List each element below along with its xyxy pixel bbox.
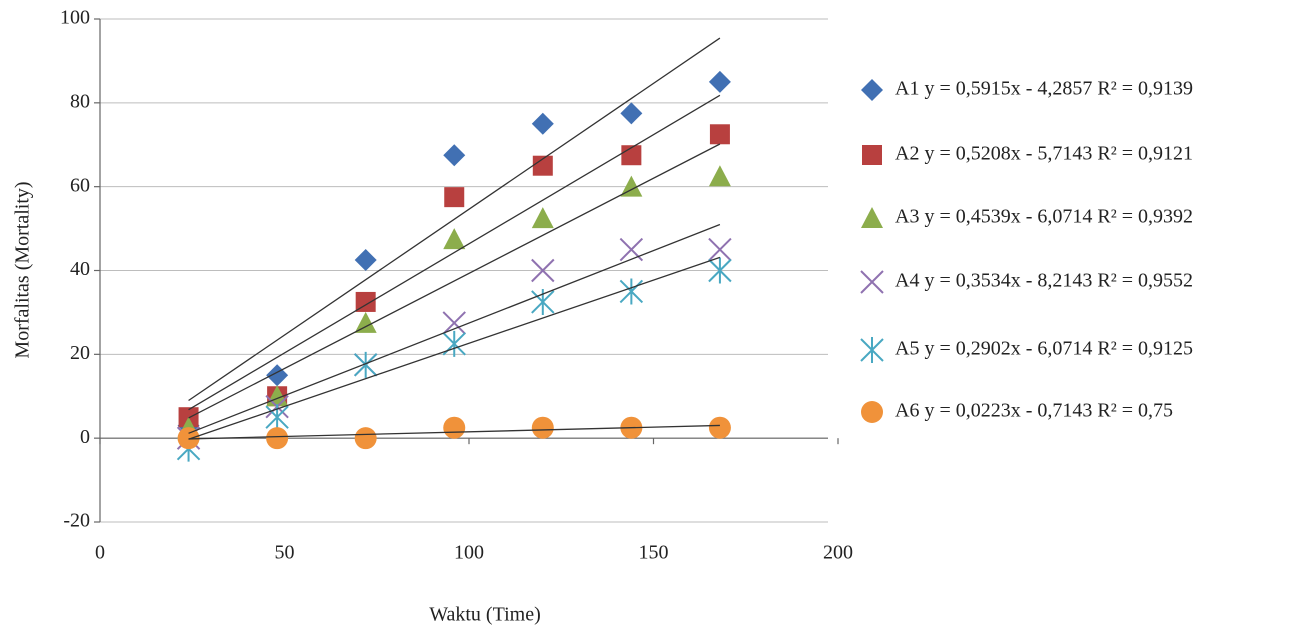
x-tick-label: 200 <box>823 542 853 564</box>
marker-circle <box>531 416 554 439</box>
marker-star <box>531 288 555 315</box>
legend-label: A5 y = 0,2902x - 6,0714 R² = 0,9125 <box>895 338 1193 360</box>
x-axis-label: Waktu (Time) <box>429 604 541 626</box>
y-tick-label: -20 <box>63 510 90 532</box>
marker-diamond <box>620 102 643 125</box>
legend-label: A1 y = 0,5915x - 4,2857 R² = 0,9139 <box>895 78 1193 100</box>
marker-triangle <box>620 175 643 197</box>
y-axis-label: Morfalitas (Mortality) <box>12 181 34 358</box>
marker-cross <box>708 237 732 262</box>
legend: A1 y = 0,5915x - 4,2857 R² = 0,9139 A2 y … <box>860 78 1193 423</box>
legend-label: A2 y = 0,5208x - 5,7143 R² = 0,9121 <box>895 143 1193 165</box>
trend-line <box>188 424 720 440</box>
x-tick-label: 50 <box>275 542 295 564</box>
marker-cross <box>442 311 466 335</box>
marker-triangle <box>354 311 377 333</box>
marker-star <box>619 278 644 305</box>
trend-line <box>188 223 721 434</box>
marker-cross <box>860 270 884 294</box>
marker-circle <box>354 427 377 450</box>
marker-square <box>862 145 882 165</box>
marker-diamond <box>861 79 883 101</box>
y-tick-label: 60 <box>70 174 90 196</box>
marker-diamond <box>443 144 466 167</box>
marker-circle <box>708 416 731 439</box>
marker-star <box>860 337 884 363</box>
y-tick-label: 0 <box>80 426 90 448</box>
marker-circle <box>443 416 466 439</box>
x-tick-label: 0 <box>95 542 105 564</box>
y-tick-label: 20 <box>70 342 90 364</box>
marker-diamond <box>708 70 731 93</box>
marker-square <box>355 291 376 312</box>
marker-triangle <box>531 207 554 229</box>
marker-circle <box>861 401 883 423</box>
marker-star <box>265 404 289 431</box>
marker-diamond <box>531 112 554 135</box>
marker-square <box>709 124 730 145</box>
marker-triangle <box>708 165 731 187</box>
marker-star <box>708 257 732 284</box>
marker-star <box>442 330 466 357</box>
legend-label: A4 y = 0,3534x - 8,2143 R² = 0,9552 <box>895 270 1193 292</box>
trend-line <box>188 143 721 419</box>
marker-star <box>353 351 378 378</box>
marker-triangle <box>443 228 466 250</box>
marker-triangle <box>861 207 883 228</box>
marker-diamond <box>354 249 377 272</box>
trend-line <box>188 37 721 402</box>
trend-line <box>188 94 721 411</box>
marker-square <box>532 155 553 176</box>
y-tick-label: 80 <box>70 90 90 112</box>
marker-circle <box>177 427 200 450</box>
marker-cross <box>531 258 555 283</box>
marker-diamond <box>266 364 289 387</box>
legend-label: A6 y = 0,0223x - 0,7143 R² = 0,75 <box>895 400 1173 422</box>
legend-label: A3 y = 0,4539x - 6,0714 R² = 0,9392 <box>895 206 1193 228</box>
marker-cross <box>619 237 644 262</box>
y-tick-label: 100 <box>60 7 90 29</box>
trend-line <box>188 256 721 440</box>
marker-square <box>444 187 465 208</box>
marker-circle <box>266 427 289 450</box>
x-tick-label: 100 <box>454 542 484 564</box>
x-tick-label: 150 <box>639 542 669 564</box>
y-tick-label: 40 <box>70 258 90 280</box>
